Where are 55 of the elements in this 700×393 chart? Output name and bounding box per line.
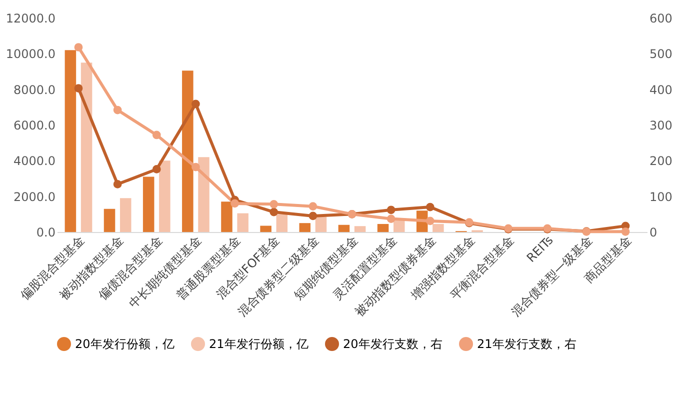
y2-tick-label: 100	[650, 190, 672, 204]
y-tick-label: 6000.0	[14, 118, 56, 132]
y2-tick-label: 200	[650, 154, 672, 168]
bar	[432, 224, 444, 232]
y-tick-label: 2000.0	[14, 190, 56, 204]
point	[192, 100, 200, 108]
y-tick-label: 0.0	[36, 226, 56, 240]
bar	[315, 216, 327, 232]
bar	[120, 198, 132, 232]
legend-label: 20年发行支数，右	[343, 337, 442, 351]
y2-tick-label: 300	[650, 118, 672, 132]
point	[386, 214, 396, 223]
y-tick-label: 4000.0	[14, 154, 56, 168]
bar	[393, 220, 405, 232]
bar	[377, 224, 389, 232]
bar	[80, 62, 92, 232]
point	[270, 208, 278, 216]
point	[152, 165, 161, 174]
bar	[221, 202, 232, 232]
y-tick-label: 8000.0	[14, 82, 56, 97]
point	[230, 199, 239, 208]
point	[74, 84, 83, 92]
point	[113, 106, 122, 114]
bar	[338, 224, 350, 232]
point	[621, 227, 630, 236]
y2-tick-label: 500	[650, 47, 672, 62]
bar	[64, 50, 76, 232]
point	[386, 206, 396, 214]
bar	[198, 157, 210, 232]
bar	[182, 70, 194, 232]
bar	[354, 226, 366, 232]
y2-tick-label: 0	[650, 226, 658, 240]
point	[426, 216, 434, 226]
y-tick-label: 12000.0	[6, 12, 56, 26]
bar	[260, 226, 272, 232]
point	[192, 162, 200, 172]
legend-label: 21年发行份额，亿	[209, 337, 308, 351]
point	[308, 212, 318, 220]
point	[152, 130, 161, 140]
legend-label: 20年发行份额，亿	[75, 337, 174, 351]
bar	[276, 214, 288, 232]
y2-tick-label: 400	[650, 82, 672, 97]
point	[308, 202, 318, 210]
bar	[142, 176, 154, 232]
bar	[237, 213, 248, 232]
bar	[104, 208, 116, 232]
bar	[159, 160, 170, 232]
y2-tick-label: 600	[650, 12, 672, 26]
y-tick-label: 10000.0	[6, 47, 56, 62]
point	[426, 202, 434, 212]
point	[74, 43, 83, 52]
point	[113, 180, 122, 188]
point	[270, 200, 278, 208]
legend-label: 21年发行支数，右	[477, 337, 576, 351]
bar	[299, 223, 311, 232]
